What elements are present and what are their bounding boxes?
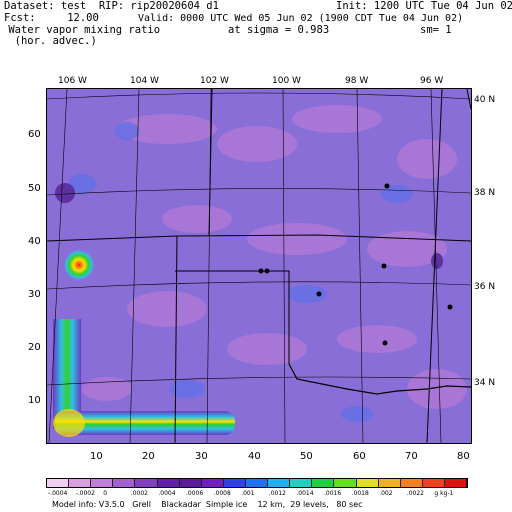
lon-label: 100 W xyxy=(272,76,301,86)
colorbar-swatch xyxy=(47,479,70,487)
colorbar-swatch xyxy=(444,479,468,487)
colorbar-swatch xyxy=(223,479,246,487)
x-tick-label: 10 xyxy=(90,451,103,462)
colorbar-label: -.0004 xyxy=(48,490,68,497)
header-dataset: Dataset: test RIP: rip20020604 d1 xyxy=(4,0,219,12)
colorbar-label: .0008 xyxy=(213,490,231,497)
dark-spots xyxy=(55,183,443,269)
colorbar-label: .0006 xyxy=(186,490,204,497)
colorbar-swatch xyxy=(400,479,423,487)
blue-patches xyxy=(68,122,413,422)
colorbar-label: .0002 xyxy=(130,490,148,497)
colorbar-swatch xyxy=(69,479,92,487)
latlon-grid xyxy=(46,88,472,444)
colorbar-label: 0 xyxy=(103,490,108,497)
model-info-footer: Model info: V3.5.0 Grell Blackadar Simpl… xyxy=(52,500,363,509)
x-tick-label: 50 xyxy=(300,451,313,462)
colorbar-swatch xyxy=(157,479,180,487)
header-forecast: Fcst: 12.00 xyxy=(4,12,99,24)
lon-label: 104 W xyxy=(130,76,159,86)
colorbar-swatch xyxy=(378,479,401,487)
colorbar-label: .0016 xyxy=(324,490,342,497)
map-field xyxy=(46,88,472,444)
lat-label: 40 N xyxy=(474,95,496,105)
colorbar-swatch xyxy=(268,479,291,487)
y-tick-label: 50 xyxy=(28,183,41,194)
colorbar-swatch xyxy=(201,479,224,487)
light-patches xyxy=(82,105,467,409)
colorbar-label: .0022 xyxy=(406,490,424,497)
x-tick-label: 60 xyxy=(353,451,366,462)
colorbar-label: .0004 xyxy=(158,490,176,497)
y-tick-label: 30 xyxy=(28,289,41,300)
y-tick-label: 20 xyxy=(28,342,41,353)
colorbar-swatch xyxy=(113,479,136,487)
colorbar-swatch xyxy=(356,479,379,487)
header-smoothing: sm= 1 xyxy=(420,24,452,36)
colorbar-label: .0012 xyxy=(268,490,286,497)
header-init-time: Init: 1200 UTC Tue 04 Jun 02 xyxy=(336,0,512,12)
colorbar-swatch xyxy=(135,479,158,487)
lat-label: 34 N xyxy=(474,378,496,388)
lon-label: 98 W xyxy=(345,76,369,86)
y-tick-label: 10 xyxy=(28,395,41,406)
x-tick-label: 70 xyxy=(405,451,418,462)
colorbar-swatch xyxy=(179,479,202,487)
x-tick-label: 20 xyxy=(142,451,155,462)
lon-label: 102 W xyxy=(200,76,229,86)
colorbar-swatch xyxy=(245,479,269,487)
colorbar-label: .002 xyxy=(379,490,393,497)
colorbar-swatch xyxy=(334,479,357,487)
x-tick-label: 30 xyxy=(195,451,208,462)
header-field-name: Water vapor mixing ratio xyxy=(2,24,161,36)
lon-label: 96 W xyxy=(420,76,444,86)
lat-label: 38 N xyxy=(474,188,496,198)
station-markers xyxy=(258,183,453,346)
header-sigma-level: at sigma = 0.983 xyxy=(228,24,330,36)
colorbar-label: -.0002 xyxy=(75,490,95,497)
colorbar-swatch xyxy=(422,479,445,487)
moisture-band-horizontal xyxy=(55,411,235,435)
y-tick-label: 40 xyxy=(28,236,41,247)
colorbar-label: g kg-1 xyxy=(434,490,454,497)
x-tick-label: 40 xyxy=(248,451,261,462)
colorbar-label: .0018 xyxy=(351,490,369,497)
lat-label: 36 N xyxy=(474,282,496,292)
colorbar-label: .0014 xyxy=(296,490,314,497)
x-tick-label: 80 xyxy=(457,451,470,462)
moisture-maximum xyxy=(63,249,95,281)
header-field-subtitle: (hor. advec.) xyxy=(2,35,97,47)
moisture-corner xyxy=(53,409,85,437)
map-plot-area xyxy=(46,88,472,444)
colorbar-swatch xyxy=(290,479,313,487)
header-valid-time: Valid: 0000 UTC Wed 05 Jun 02 (1900 CDT … xyxy=(138,13,464,24)
lon-label: 106 W xyxy=(58,76,87,86)
colorbar-swatch xyxy=(91,479,114,487)
colorbar xyxy=(46,478,468,488)
y-tick-label: 60 xyxy=(28,129,41,140)
colorbar-swatch xyxy=(312,479,335,487)
colorbar-label: .001 xyxy=(241,490,255,497)
